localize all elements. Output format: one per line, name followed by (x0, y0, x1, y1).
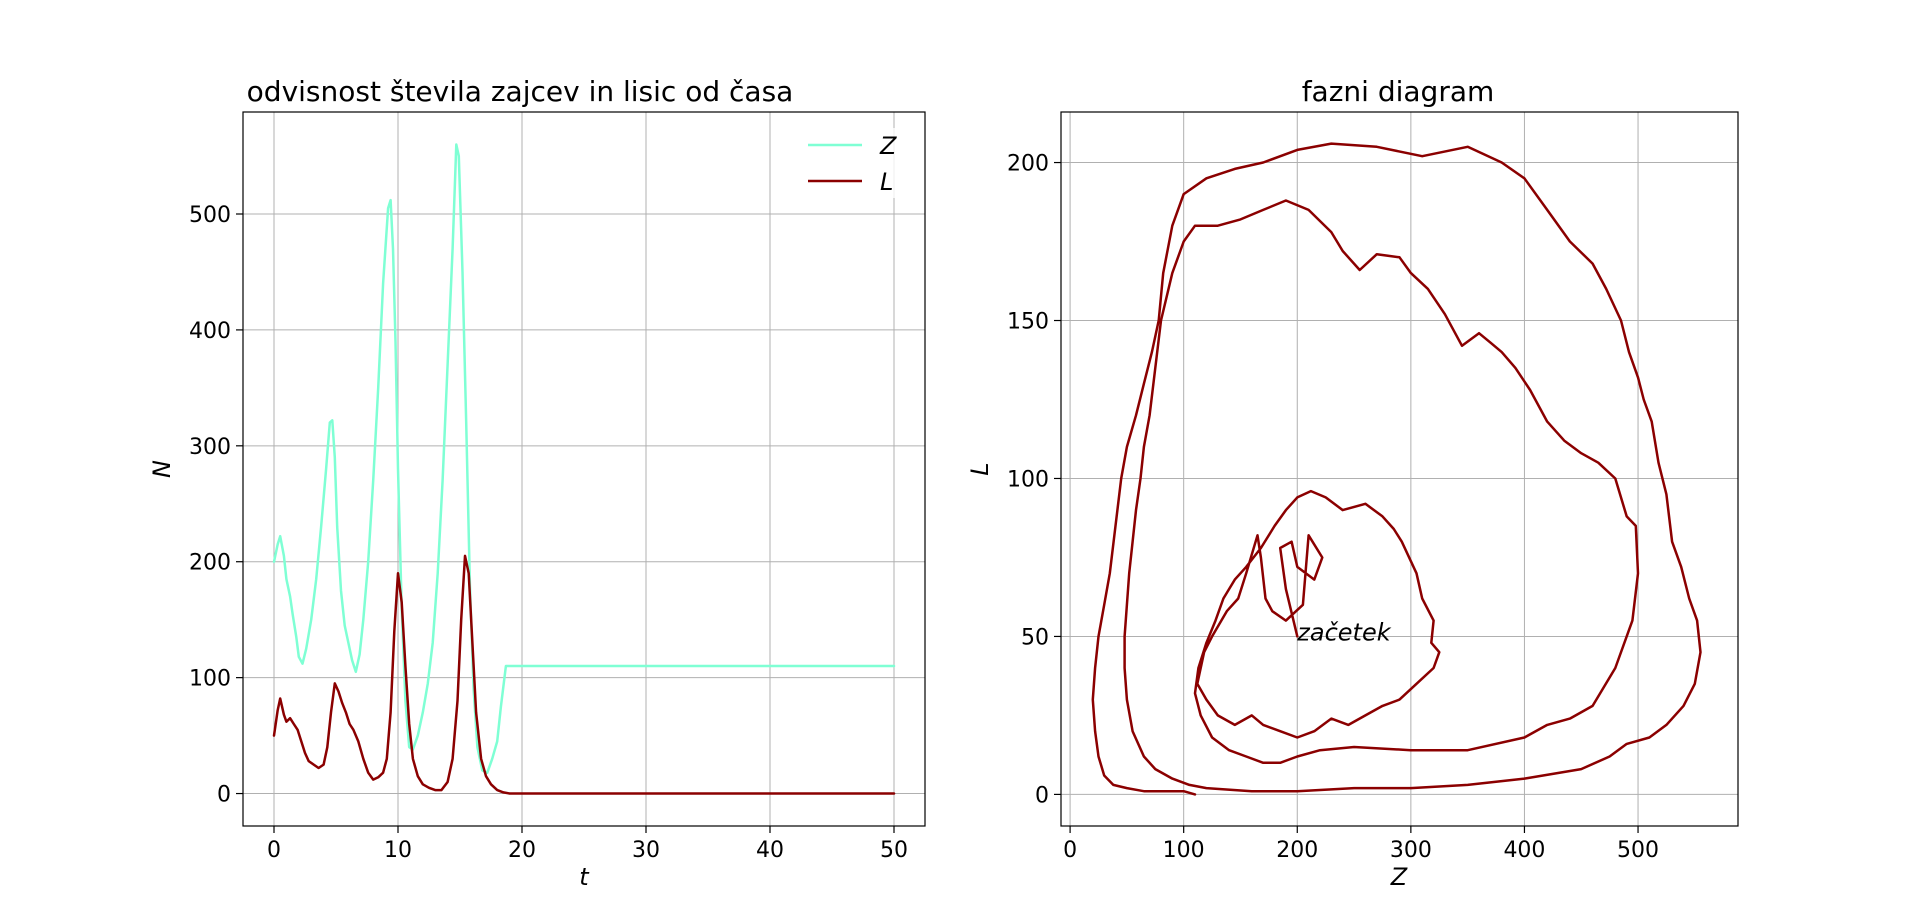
legend-box (796, 128, 914, 198)
x-tick-label: 0 (1063, 838, 1077, 863)
x-axis-label-phase: Z (1390, 863, 1408, 891)
plot-frame-phase (1060, 111, 1739, 827)
x-tick-label: 500 (1617, 838, 1659, 863)
x-tick-label: 0 (267, 838, 281, 863)
y-tick-label: 200 (189, 551, 231, 576)
x-tick-label: 10 (384, 838, 412, 863)
series-line-z (272, 143, 896, 774)
x-tick-label: 40 (756, 838, 784, 863)
plot-frame-time (242, 111, 926, 827)
phase-diagram-chart: fazni diagram 0 100 200 300 400 500 0 50 100 150 2… (966, 75, 1739, 891)
legend-label-l: L (880, 168, 893, 196)
series-group-time (272, 143, 896, 795)
x-axis-label-time: t (579, 863, 590, 891)
x-tick-label: 200 (1276, 838, 1318, 863)
chart-title-time: odvisnost števila zajcev in lisic od čas… (247, 75, 794, 108)
x-tick-label: 20 (508, 838, 536, 863)
series-line-phase (1091, 142, 1702, 796)
legend-time: Z L (796, 128, 914, 198)
x-tick-label: 50 (880, 838, 908, 863)
y-axis-label-time: N (148, 460, 176, 478)
y-tick-label: 300 (189, 435, 231, 460)
y-tick-label: 200 (1007, 152, 1049, 177)
y-tick-label: 150 (1007, 310, 1049, 335)
y-tick-label: 0 (1035, 783, 1049, 808)
legend-label-z: Z (879, 132, 897, 160)
series-line-l (272, 554, 896, 795)
y-tick-label: 400 (189, 319, 231, 344)
grid-time (243, 112, 925, 826)
ticks-phase: 0 100 200 300 400 500 0 50 100 150 200 (1007, 152, 1659, 863)
time-series-chart: odvisnost števila zajcev in lisic od čas… (148, 75, 926, 891)
y-tick-label: 500 (189, 203, 231, 228)
x-tick-label: 300 (1390, 838, 1432, 863)
grid-phase (1061, 112, 1738, 826)
series-group-phase (1091, 142, 1702, 796)
y-tick-label: 50 (1021, 625, 1049, 650)
y-tick-label: 100 (1007, 467, 1049, 492)
chart-title-phase: fazni diagram (1302, 75, 1495, 108)
start-annotation: začetek (1296, 618, 1391, 646)
x-tick-label: 100 (1163, 838, 1205, 863)
x-tick-label: 400 (1503, 838, 1545, 863)
y-tick-label: 0 (217, 783, 231, 808)
y-axis-label-phase: L (966, 462, 994, 475)
x-tick-label: 30 (632, 838, 660, 863)
y-tick-label: 100 (189, 667, 231, 692)
